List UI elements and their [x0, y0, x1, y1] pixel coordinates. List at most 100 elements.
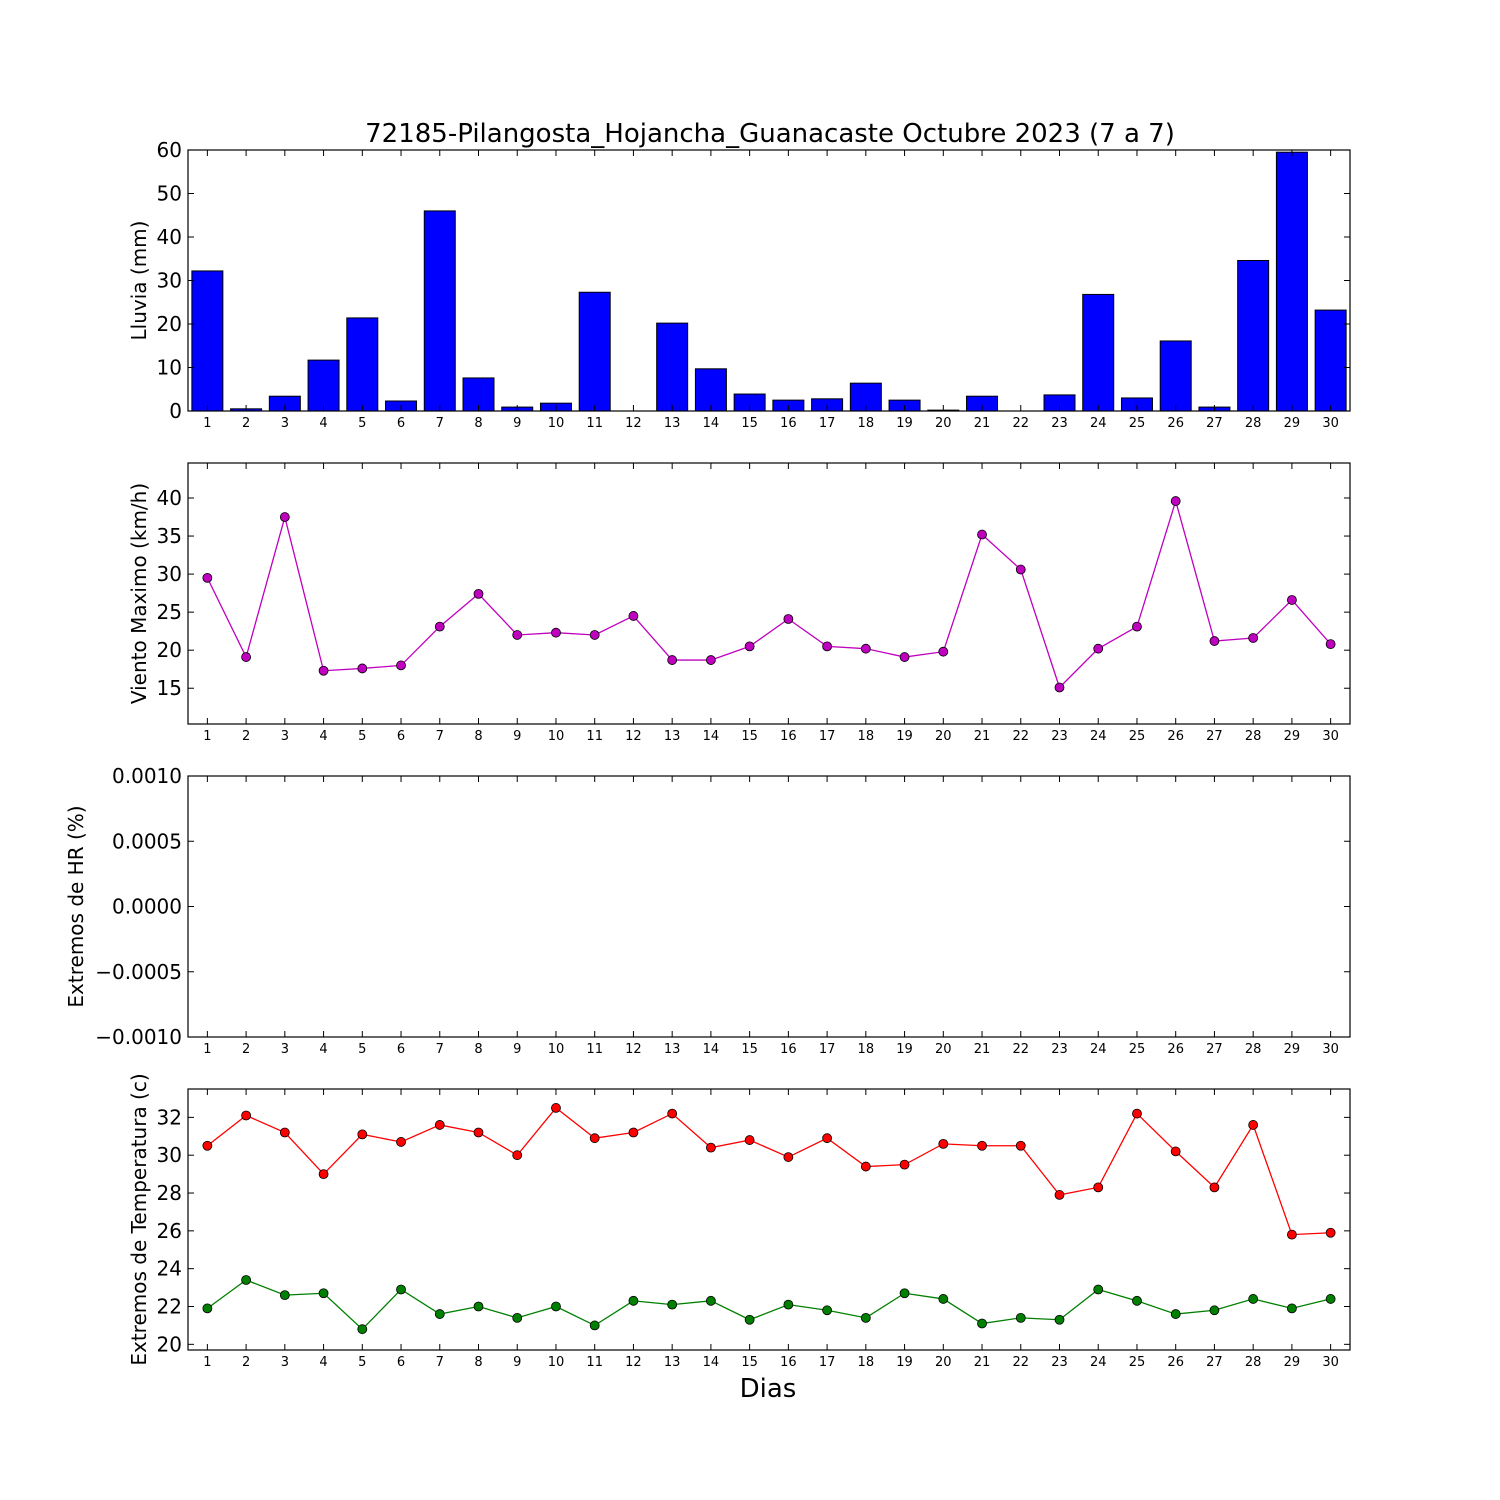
x-tick-label-day-18: 18 — [858, 1355, 875, 1370]
series-1-point-day-14 — [706, 1142, 716, 1153]
series-1-point-day-27 — [1209, 636, 1220, 646]
x-tick-label-day-22: 22 — [1012, 1042, 1029, 1057]
series-2-point-day-3 — [279, 1290, 290, 1301]
x-tick-label-day-20: 20 — [935, 416, 952, 431]
y-tick-label: 50 — [157, 182, 182, 206]
x-tick-label-day-9: 9 — [513, 1355, 521, 1370]
x-tick-label-day-25: 25 — [1129, 416, 1146, 431]
y-tick-label: 15 — [157, 676, 182, 700]
x-tick-label-day-4: 4 — [319, 1355, 327, 1370]
y-tick-label: 0.0005 — [112, 829, 182, 853]
y-axis-label: Extremos de HR (%) — [64, 805, 88, 1007]
series-1-point-day-7 — [434, 1120, 445, 1130]
series-1-point-day-23 — [1054, 682, 1065, 693]
x-tick-label-day-2: 2 — [242, 729, 250, 744]
x-tick-label-day-20: 20 — [935, 1042, 952, 1057]
series-1-point-day-27 — [1209, 1182, 1220, 1193]
x-tick-label-day-2: 2 — [242, 1355, 250, 1370]
x-tick-label-day-8: 8 — [474, 1355, 482, 1370]
rain-bar-day-5 — [346, 317, 379, 412]
x-tick-label-day-12: 12 — [625, 416, 642, 431]
x-tick-label-day-6: 6 — [397, 729, 405, 744]
series-1-point-day-4 — [318, 665, 329, 676]
series-1-point-day-13 — [667, 655, 678, 665]
x-tick-label-day-5: 5 — [358, 1355, 366, 1370]
series-1-point-day-24 — [1093, 643, 1104, 654]
x-tick-label-day-27: 27 — [1206, 416, 1223, 431]
series-1-point-day-10 — [551, 627, 561, 638]
x-tick-label-day-3: 3 — [281, 1355, 289, 1370]
y-tick-label: 30 — [157, 269, 182, 293]
series-1-point-day-29 — [1287, 595, 1297, 605]
x-tick-label-day-16: 16 — [780, 1042, 797, 1057]
x-tick-label-day-18: 18 — [858, 416, 875, 431]
series-2-point-day-4 — [318, 1288, 329, 1299]
x-tick-label-day-26: 26 — [1167, 1355, 1184, 1370]
series-2-point-day-8 — [473, 1301, 484, 1312]
x-tick-label-day-29: 29 — [1284, 416, 1301, 431]
series-1-point-day-12 — [628, 611, 639, 621]
series-1-point-day-26 — [1170, 1146, 1181, 1157]
x-tick-label-day-25: 25 — [1129, 1355, 1146, 1370]
series-1-point-day-3 — [279, 1127, 290, 1138]
x-tick-label-day-3: 3 — [281, 729, 289, 744]
series-line-1 — [206, 1107, 1331, 1236]
x-tick-label-day-19: 19 — [896, 729, 913, 744]
rain-bar-day-13 — [656, 322, 689, 412]
x-tick-label-day-10: 10 — [548, 1042, 565, 1057]
y-tick-label: 22 — [157, 1295, 182, 1319]
rain-bar-day-4 — [307, 359, 340, 412]
y-tick-label: 24 — [157, 1257, 182, 1281]
series-2-point-day-17 — [822, 1305, 832, 1316]
rain-bar-day-11 — [578, 291, 611, 412]
series-2-point-day-30 — [1325, 1294, 1336, 1304]
series-2-point-day-6 — [396, 1284, 406, 1295]
x-tick-label-day-23: 23 — [1051, 1355, 1068, 1370]
x-tick-label-day-9: 9 — [513, 729, 521, 744]
series-1-point-day-11 — [589, 1133, 600, 1144]
x-tick-label-day-2: 2 — [242, 1042, 250, 1057]
rain-bar-day-30 — [1314, 309, 1347, 412]
series-1-point-day-1 — [202, 1140, 213, 1151]
x-tick-label-day-10: 10 — [548, 1355, 565, 1370]
series-2-point-day-7 — [434, 1309, 445, 1319]
series-2-point-day-28 — [1248, 1294, 1259, 1304]
series-1-point-day-20 — [938, 1138, 949, 1149]
x-tick-label-day-22: 22 — [1012, 1355, 1029, 1370]
series-2-point-day-18 — [860, 1312, 871, 1323]
series-2-point-day-25 — [1132, 1295, 1142, 1306]
x-tick-label-day-6: 6 — [397, 1355, 405, 1370]
y-tick-label: 0.0010 — [112, 764, 182, 788]
series-1-point-day-28 — [1248, 1120, 1259, 1130]
x-tick-label-day-21: 21 — [974, 729, 991, 744]
series-1-point-day-16 — [783, 1152, 794, 1162]
rain-bar-day-7 — [423, 210, 456, 412]
y-tick-label: −0.0005 — [95, 960, 182, 984]
series-1-point-day-4 — [318, 1169, 329, 1180]
x-tick-label-day-25: 25 — [1129, 1042, 1146, 1057]
x-tick-label-day-1: 1 — [203, 1355, 211, 1370]
x-tick-label-day-25: 25 — [1129, 729, 1146, 744]
x-tick-label-day-28: 28 — [1245, 1042, 1262, 1057]
y-axis-label: Lluvia (mm) — [127, 221, 151, 341]
series-2-point-day-23 — [1054, 1314, 1065, 1325]
x-tick-label-day-9: 9 — [513, 416, 521, 431]
y-tick-label: 25 — [157, 600, 182, 624]
series-2-point-day-16 — [783, 1299, 794, 1310]
x-tick-label-day-8: 8 — [474, 1042, 482, 1057]
x-tick-label-day-30: 30 — [1322, 1355, 1339, 1370]
x-tick-label-day-4: 4 — [319, 1042, 327, 1057]
series-1-point-day-19 — [899, 652, 910, 662]
rain-bar-day-28 — [1237, 259, 1270, 412]
y-tick-label: 60 — [157, 138, 182, 162]
x-tick-label-day-2: 2 — [242, 416, 250, 431]
x-tick-label-day-21: 21 — [974, 416, 991, 431]
x-tick-label-day-24: 24 — [1090, 729, 1107, 744]
series-2-point-day-29 — [1287, 1303, 1297, 1314]
series-1-point-day-5 — [357, 1129, 368, 1140]
x-tick-label-day-26: 26 — [1167, 1042, 1184, 1057]
series-1-point-day-2 — [241, 652, 252, 662]
x-tick-label-day-7: 7 — [436, 729, 444, 744]
x-axis-label: Dias — [740, 1374, 797, 1404]
